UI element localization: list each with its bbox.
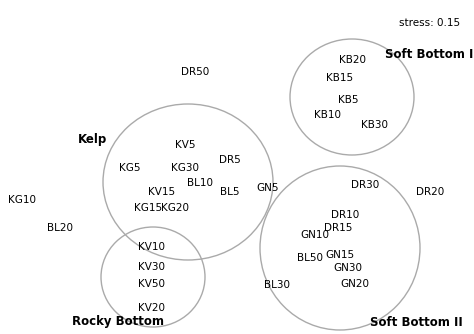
Text: KV15: KV15 xyxy=(148,187,175,197)
Text: Rocky Bottom: Rocky Bottom xyxy=(72,316,164,329)
Text: GN30: GN30 xyxy=(334,263,363,273)
Text: DR15: DR15 xyxy=(324,223,352,233)
Text: Soft Bottom II: Soft Bottom II xyxy=(370,316,463,329)
Text: DR20: DR20 xyxy=(416,187,444,197)
Text: DR5: DR5 xyxy=(219,155,241,165)
Text: GN10: GN10 xyxy=(301,230,329,240)
Text: KG5: KG5 xyxy=(119,163,141,173)
Text: KG30: KG30 xyxy=(171,163,199,173)
Text: KB30: KB30 xyxy=(362,120,389,130)
Text: KV5: KV5 xyxy=(175,140,195,150)
Text: GN20: GN20 xyxy=(340,279,370,289)
Text: BL5: BL5 xyxy=(220,187,240,197)
Text: BL50: BL50 xyxy=(297,253,323,263)
Text: GN15: GN15 xyxy=(326,250,355,260)
Text: DR30: DR30 xyxy=(351,180,379,190)
Text: KB5: KB5 xyxy=(338,95,358,105)
Text: KB15: KB15 xyxy=(327,73,354,83)
Text: stress: 0.15: stress: 0.15 xyxy=(399,18,460,28)
Text: KB10: KB10 xyxy=(315,110,341,120)
Text: Soft Bottom I: Soft Bottom I xyxy=(385,48,474,61)
Text: GN5: GN5 xyxy=(257,183,279,193)
Text: BL30: BL30 xyxy=(264,280,290,290)
Text: KV30: KV30 xyxy=(138,262,165,272)
Text: DR50: DR50 xyxy=(181,67,209,77)
Text: KB20: KB20 xyxy=(339,55,366,65)
Text: KG15: KG15 xyxy=(134,203,162,213)
Text: KV20: KV20 xyxy=(138,303,165,313)
Text: BL20: BL20 xyxy=(47,223,73,233)
Text: KV10: KV10 xyxy=(138,242,165,252)
Text: BL10: BL10 xyxy=(187,178,213,188)
Text: KV50: KV50 xyxy=(138,279,165,289)
Text: DR10: DR10 xyxy=(331,210,359,220)
Text: Kelp: Kelp xyxy=(78,134,107,147)
Text: KG10: KG10 xyxy=(8,195,36,205)
Text: KG20: KG20 xyxy=(161,203,189,213)
